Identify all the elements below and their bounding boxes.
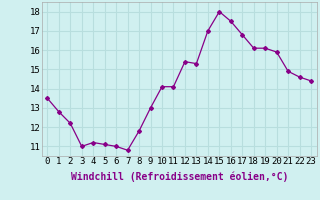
X-axis label: Windchill (Refroidissement éolien,°C): Windchill (Refroidissement éolien,°C)	[70, 172, 288, 182]
